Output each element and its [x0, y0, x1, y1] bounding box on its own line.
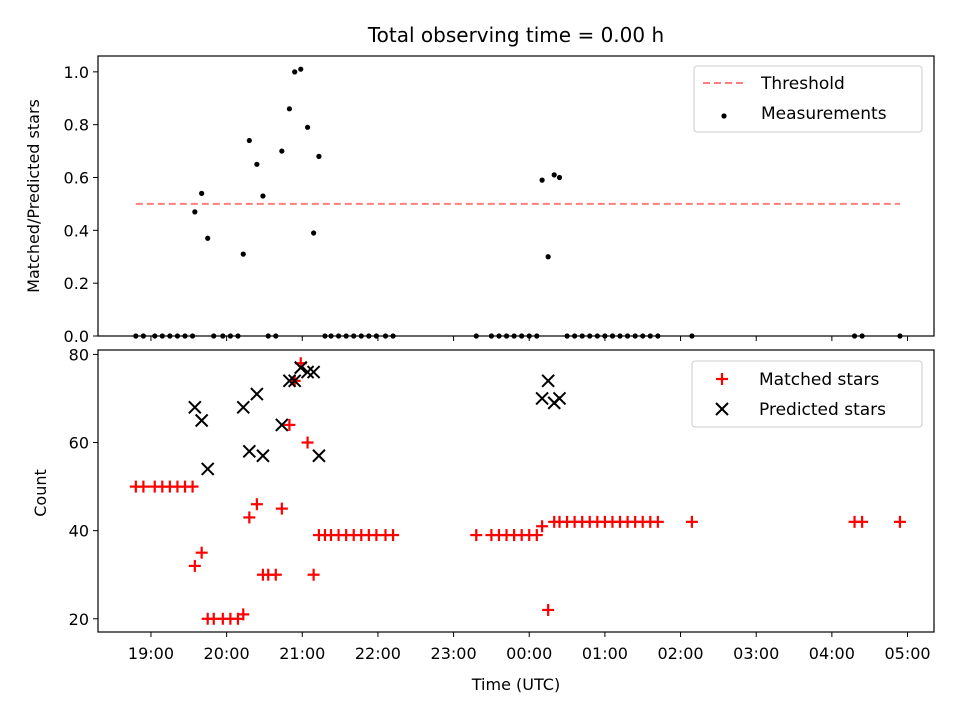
matched-star-point — [536, 520, 549, 533]
predicted-star-point — [312, 449, 326, 463]
measurement-point — [246, 137, 252, 144]
measurement-point — [192, 209, 198, 215]
matched-star-point — [542, 603, 555, 616]
predicted-star-point — [535, 391, 549, 406]
bottom-x-tick-label: 22:00 — [355, 644, 401, 663]
matched-star-point — [275, 502, 288, 515]
top-panel: Total observing time = 0.00 h 0.00.20.40… — [24, 23, 935, 346]
predicted-star-point — [552, 391, 567, 406]
matched-star-point — [195, 546, 208, 559]
matched-star-point — [243, 511, 256, 524]
top-legend-box — [693, 65, 923, 133]
matched-star-point — [387, 529, 400, 542]
matched-star-point — [269, 568, 282, 581]
measurement-point — [205, 235, 211, 241]
top-y-tick-label: 1.0 — [64, 63, 89, 82]
measurement-point — [539, 177, 545, 183]
bottom-x-tick-label: 19:00 — [128, 644, 174, 663]
predicted-star-point — [242, 444, 257, 459]
matched-star-point — [651, 515, 664, 528]
measurement-point — [199, 190, 205, 196]
legend-threshold-label: Threshold — [760, 74, 845, 94]
measurement-point — [298, 66, 304, 72]
bottom-x-tick-label: 21:00 — [279, 644, 325, 663]
bottom-axes-frame — [97, 349, 935, 633]
measurement-point — [254, 161, 260, 167]
legend-predicted-swatch — [715, 402, 729, 416]
predicted-star-point — [194, 413, 209, 428]
top-y-tick-label: 0.2 — [64, 274, 89, 293]
matched-star-point — [893, 515, 906, 528]
matched-star-point — [307, 568, 320, 581]
predicted-star-point — [300, 365, 315, 379]
predicted-star-point — [250, 387, 264, 401]
bottom-legend: Matched stars Predicted stars — [691, 360, 923, 428]
matched-star-point — [237, 608, 250, 621]
matched-star-point — [137, 480, 150, 493]
bottom-y-tick-label: 40 — [69, 522, 89, 541]
predicted-star-point — [200, 462, 215, 476]
bottom-panel: 20 40 60 80 19:00 20:00 21:00 22:00 23:00 00:00 01… — [31, 345, 935, 694]
top-y-tick-label: 0.8 — [64, 116, 89, 135]
predicted-star-point — [282, 374, 297, 388]
matched-star-point — [470, 529, 483, 542]
legend-measurements-swatch — [721, 113, 727, 119]
legend-matched-swatch — [716, 373, 728, 385]
measurement-point — [260, 193, 266, 199]
measurement-point — [545, 254, 551, 260]
top-y-tick-label: 0.6 — [64, 169, 89, 188]
matched-star-point — [250, 498, 263, 511]
measurement-point — [279, 148, 285, 154]
predicted-star-point — [188, 400, 202, 414]
predicted-star-point — [256, 449, 270, 463]
bottom-x-tick-label: 05:00 — [884, 644, 930, 663]
predicted-star-point — [275, 418, 289, 432]
measurement-point — [316, 153, 322, 159]
measurement-point — [292, 69, 298, 75]
matched-star-point — [283, 418, 296, 431]
top-axes-frame — [97, 55, 935, 337]
bottom-x-tick-label: 02:00 — [657, 644, 703, 663]
bottom-y-tick-label: 20 — [69, 610, 89, 629]
measurement-point — [551, 172, 557, 178]
bottom-y-axis-label: Count — [31, 469, 50, 517]
bottom-x-tick-label: 01:00 — [582, 644, 628, 663]
top-plot-area: 0.0 0.2 0.4 0.6 0.8 1.0 — [64, 63, 909, 346]
top-legend: Threshold Measurements — [693, 65, 923, 133]
bottom-x-tick-label: 00:00 — [506, 644, 552, 663]
measurement-point — [286, 106, 293, 112]
top-chart-title: Total observing time = 0.00 h — [367, 23, 664, 47]
matched-star-point — [856, 515, 869, 528]
bottom-x-tick-label: 04:00 — [809, 644, 855, 663]
matched-star-point — [685, 515, 698, 528]
predicted-star-point — [287, 374, 302, 388]
matched-star-point — [301, 436, 314, 449]
top-y-tick-label: 0.0 — [64, 327, 89, 346]
top-y-axis-label: Matched/Predicted stars — [24, 99, 43, 293]
bottom-x-tick-label: 23:00 — [431, 644, 477, 663]
matched-star-point — [186, 480, 199, 493]
predicted-star-point — [236, 400, 250, 414]
bottom-plot-area: 20 40 60 80 19:00 20:00 21:00 22:00 23:00 00:00 01… — [69, 345, 931, 663]
bottom-x-tick-label: 03:00 — [733, 644, 779, 663]
matched-star-point — [188, 559, 201, 572]
bottom-x-axis-label: Time (UTC) — [471, 675, 560, 694]
top-y-tick-label: 0.4 — [64, 221, 89, 240]
measurement-point — [304, 124, 311, 130]
bottom-y-tick-label: 60 — [69, 434, 89, 453]
legend-measurements-label: Measurements — [761, 104, 887, 124]
measurement-point — [556, 174, 563, 181]
bottom-x-tick-label: 20:00 — [204, 644, 250, 663]
legend-matched-label: Matched stars — [759, 370, 879, 390]
predicted-star-point — [541, 374, 555, 388]
bottom-legend-box — [691, 360, 923, 428]
predicted-star-point — [294, 360, 308, 375]
measurement-point — [311, 230, 317, 236]
matched-star-point — [530, 529, 543, 542]
bottom-y-tick-label: 80 — [69, 345, 89, 364]
predicted-star-point — [306, 365, 321, 379]
measurement-point — [240, 251, 246, 257]
legend-predicted-label: Predicted stars — [759, 400, 886, 420]
